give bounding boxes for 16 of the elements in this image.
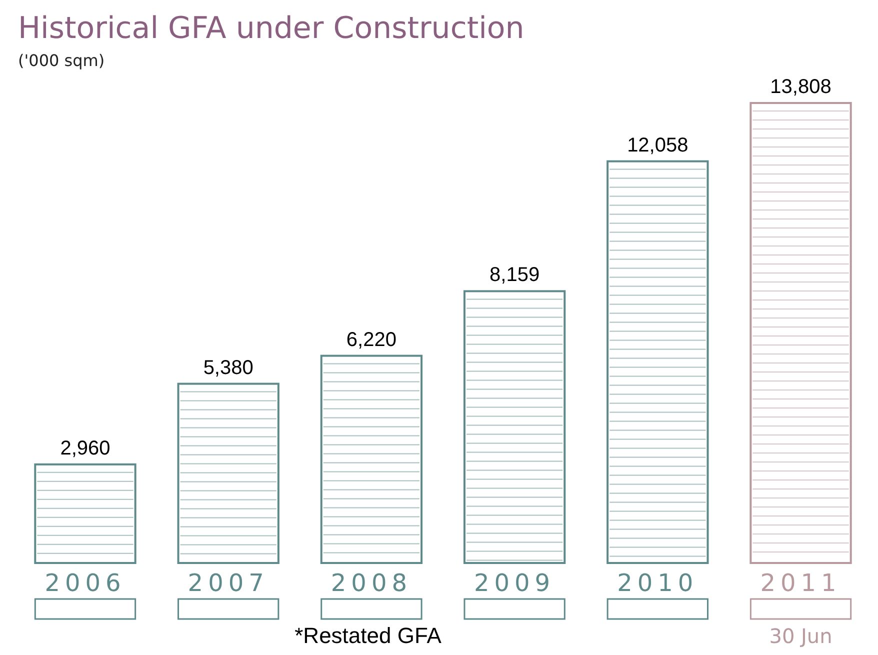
x-tick-label: 2011 30 Jun xyxy=(760,569,842,648)
bar xyxy=(34,463,136,564)
data-label: 5,380 xyxy=(203,356,254,379)
chart-title: Historical GFA under Construction xyxy=(18,11,524,46)
x-tick-label: 2008 xyxy=(330,569,412,597)
data-label: 12,058 xyxy=(627,134,688,156)
data-label: 8,159 xyxy=(490,264,540,286)
data-label: 13,808 xyxy=(770,76,832,98)
x-tick-label: 2010 xyxy=(617,569,698,597)
x-tick-label: 2009 xyxy=(474,569,556,597)
chart-subtitle: ('000 sqm) xyxy=(18,51,105,70)
x-tick-label: 2006 xyxy=(44,569,126,597)
text: *Restated GFA xyxy=(294,623,442,648)
x-tick-label: 2007 xyxy=(188,569,269,597)
data-label: 6,220 xyxy=(346,328,396,351)
data-label: 2,960 xyxy=(60,437,110,460)
